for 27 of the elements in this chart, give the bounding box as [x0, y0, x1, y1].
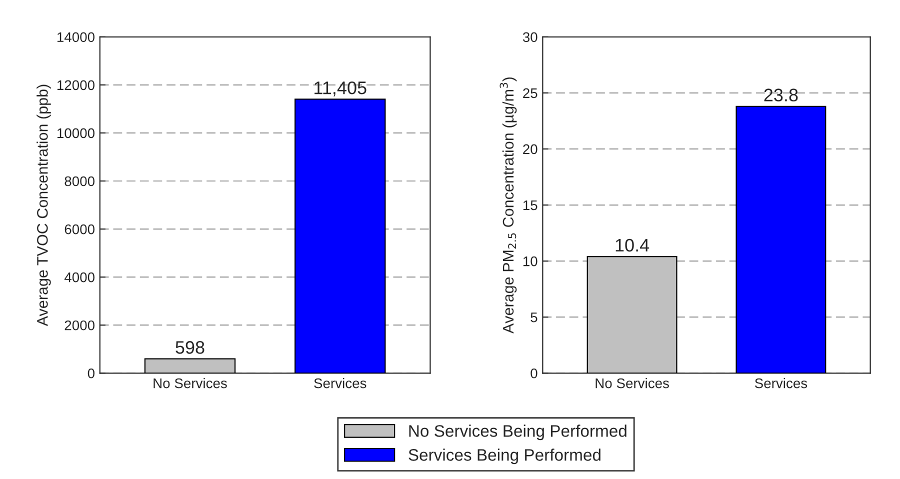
y-tick-label: 25: [523, 88, 538, 98]
y-tick-label: 15: [523, 200, 538, 210]
x-tick-label: No Services: [154, 378, 227, 388]
y-axis-title: Average PM$_{2.5}$ Concentration (µg/m$^{3}$): [500, 77, 517, 334]
y-tick-label: 10: [523, 256, 538, 266]
x-tick-label: Services: [314, 378, 366, 388]
y-tick-label: 30: [522, 32, 538, 42]
y-tick-label: 14000: [57, 32, 94, 42]
y-tick-label: 12000: [57, 80, 94, 90]
data-label: 598: [176, 341, 204, 354]
y-tick-label: 8000: [64, 176, 94, 186]
y-tick-label: 5: [530, 312, 538, 322]
y-tick-label: 0: [530, 368, 538, 378]
legend-label: No Services Being Performed: [409, 424, 626, 440]
x-tick-label: Services: [754, 378, 808, 388]
y-tick-label: 4000: [64, 272, 94, 282]
y-axis-title: Average TVOC Concentration (ppb): [36, 84, 51, 326]
y-tick-label: 2000: [64, 320, 94, 330]
y-tick-label: 6000: [64, 224, 94, 234]
data-label: 11,405: [314, 81, 366, 96]
y-tick-label: 0: [88, 368, 94, 378]
x-tick-label: No Services: [596, 378, 669, 388]
y-tick-label: 10000: [57, 128, 94, 138]
data-label: 23.8: [764, 88, 798, 102]
y-tick-label: 20: [523, 144, 538, 154]
data-label: 10.4: [616, 238, 650, 252]
legend-label: Services Being Performed: [408, 448, 600, 464]
